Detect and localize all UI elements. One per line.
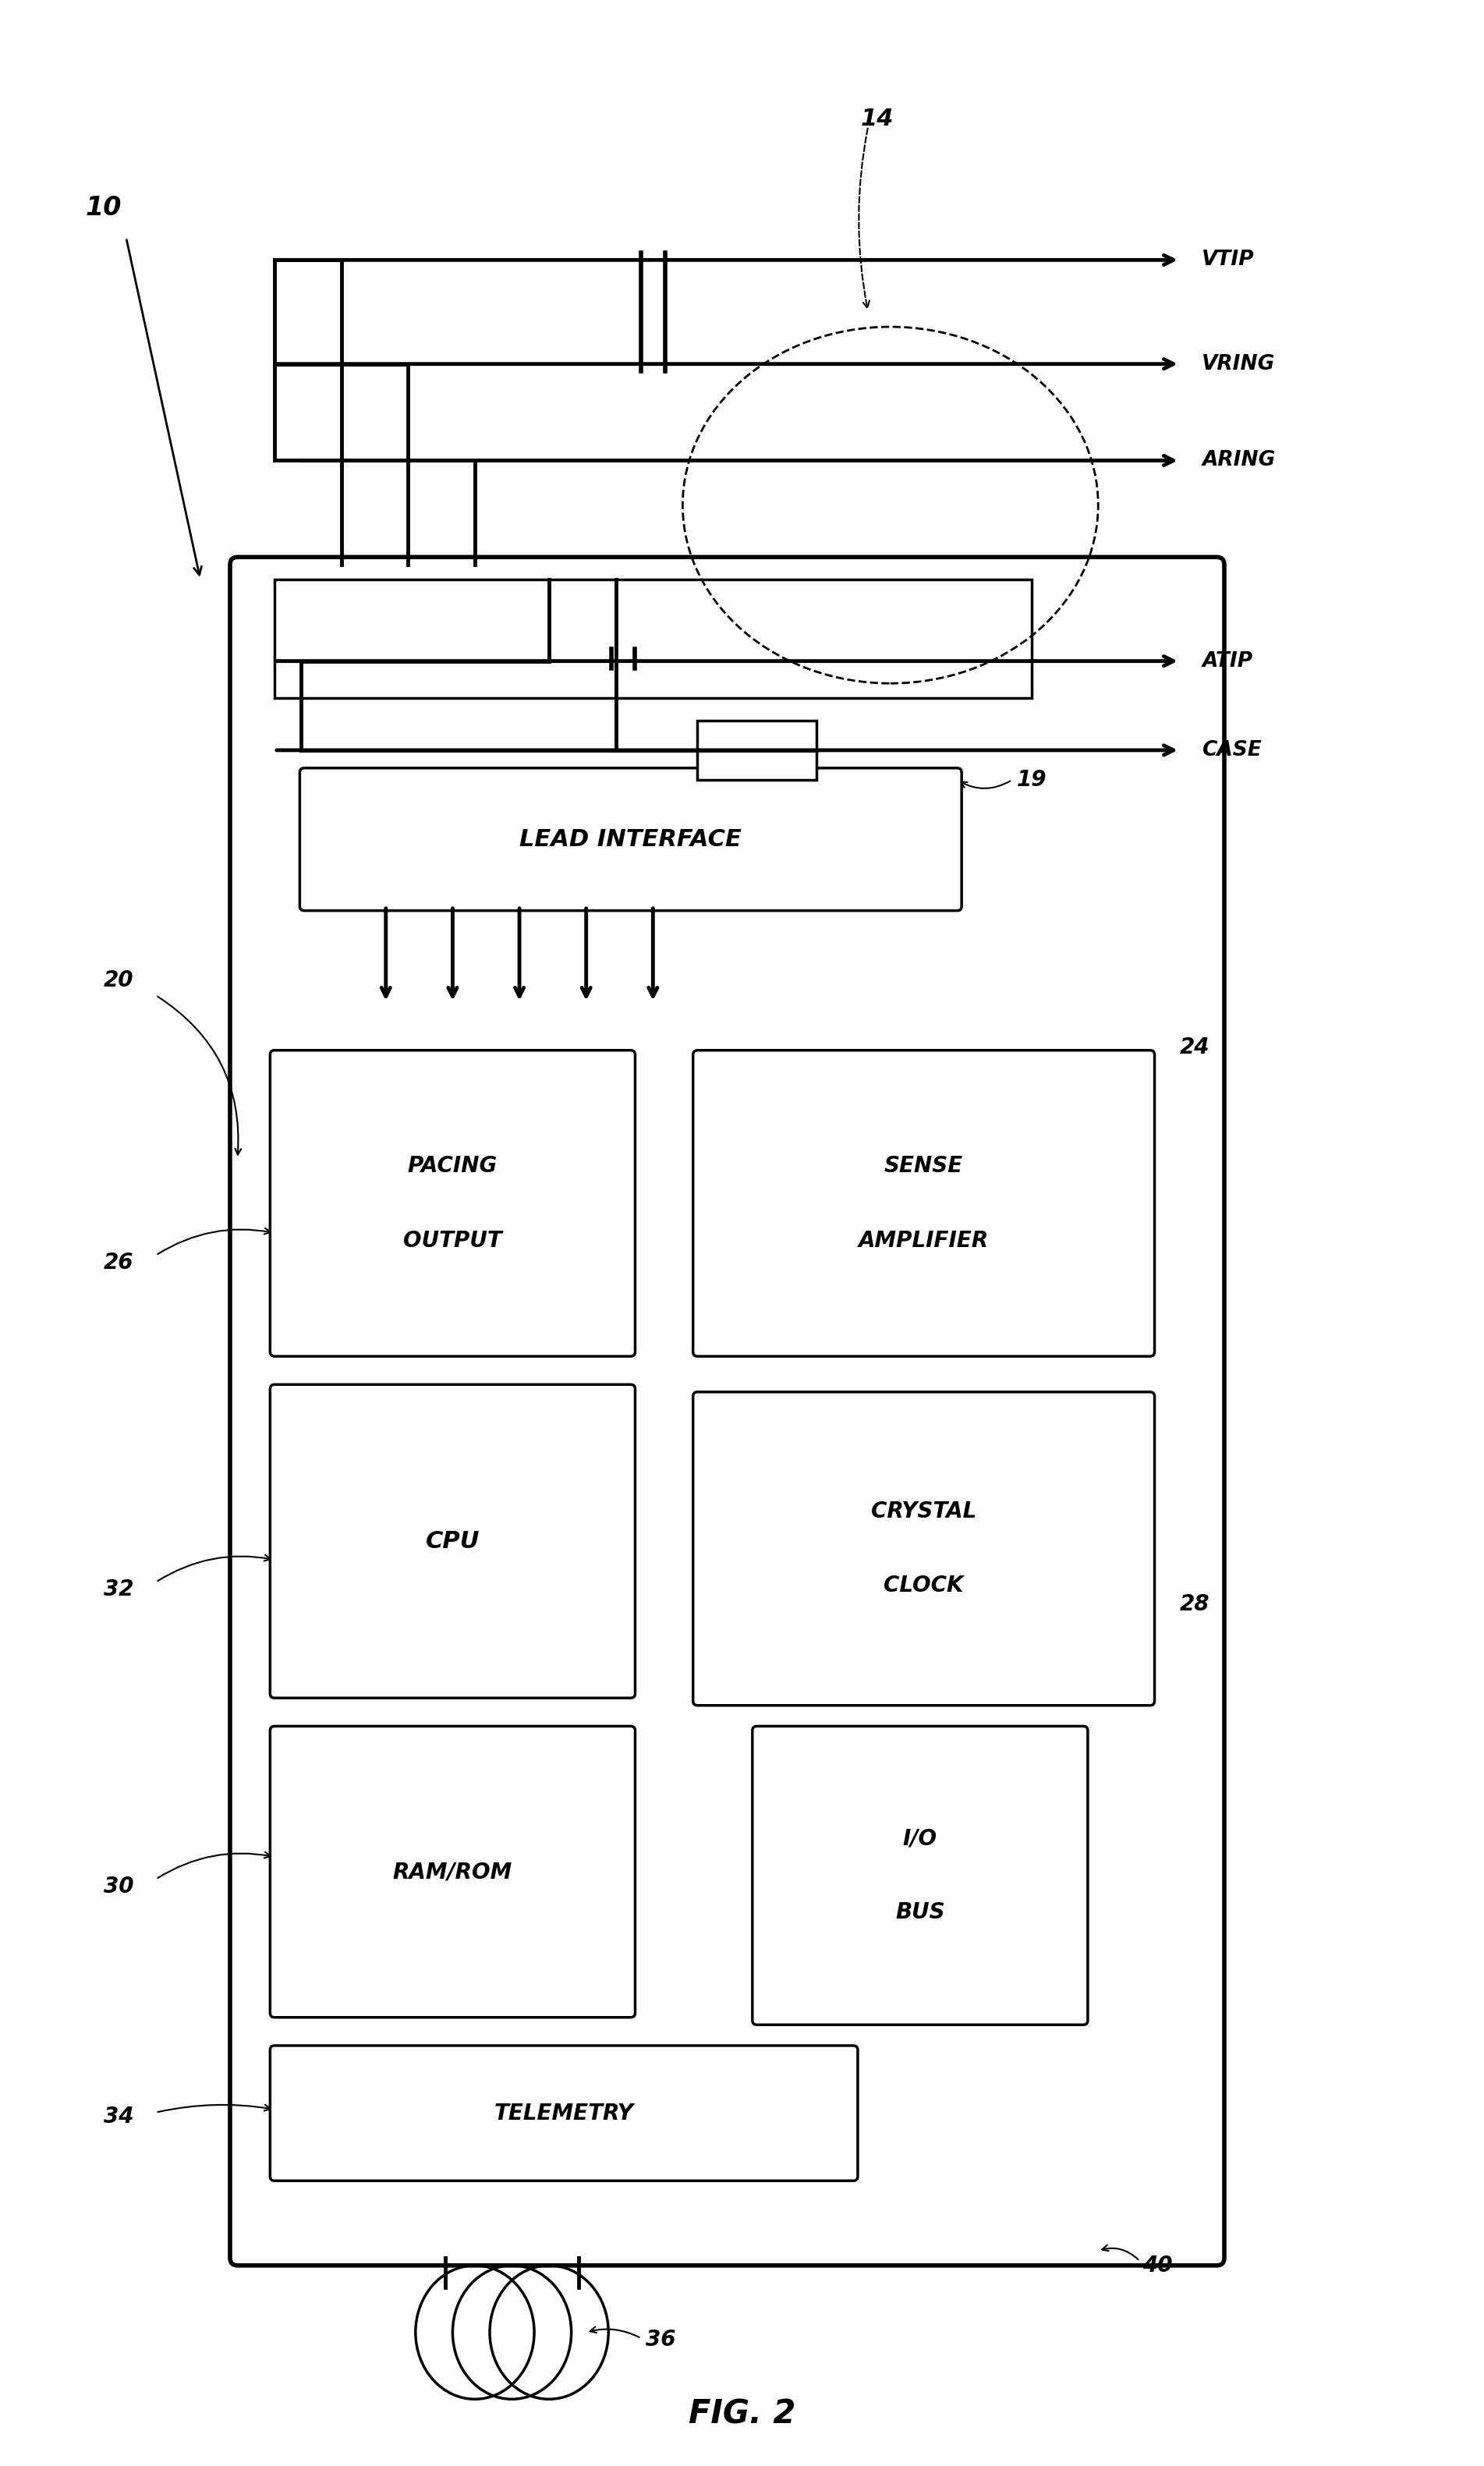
Text: VTIP: VTIP — [1202, 249, 1255, 271]
Bar — [275, 580, 1031, 698]
Text: 19: 19 — [1017, 769, 1046, 792]
Text: 30: 30 — [104, 1877, 134, 1896]
FancyBboxPatch shape — [693, 1051, 1155, 1356]
Text: OUTPUT: OUTPUT — [404, 1231, 502, 1250]
Text: 28: 28 — [1180, 1593, 1209, 1615]
Text: LEAD INTERFACE: LEAD INTERFACE — [519, 829, 742, 851]
Text: 20: 20 — [104, 969, 134, 991]
Text: CASE: CASE — [1202, 740, 1261, 760]
Text: 34: 34 — [104, 2106, 134, 2128]
FancyBboxPatch shape — [270, 1726, 635, 2017]
Text: 36: 36 — [646, 2328, 675, 2350]
Text: FIG. 2: FIG. 2 — [689, 2397, 795, 2431]
Text: RAM/ROM: RAM/ROM — [393, 1862, 512, 1882]
FancyBboxPatch shape — [693, 1391, 1155, 1706]
Text: PACING: PACING — [408, 1154, 497, 1176]
Text: CPU: CPU — [426, 1529, 479, 1554]
FancyBboxPatch shape — [300, 767, 962, 910]
Text: 32: 32 — [104, 1578, 134, 1600]
Text: 26: 26 — [104, 1253, 134, 1272]
Text: SENSE: SENSE — [884, 1154, 963, 1176]
Text: 10: 10 — [86, 195, 122, 222]
Text: AMPLIFIER: AMPLIFIER — [859, 1231, 988, 1250]
FancyBboxPatch shape — [270, 1051, 635, 1356]
FancyBboxPatch shape — [752, 1726, 1088, 2025]
Text: 40: 40 — [1143, 2254, 1172, 2276]
Text: ATIP: ATIP — [1202, 651, 1252, 671]
Text: TELEMETRY: TELEMETRY — [494, 2103, 634, 2123]
Text: CRYSTAL: CRYSTAL — [871, 1502, 976, 1522]
FancyBboxPatch shape — [230, 557, 1224, 2266]
Text: CLOCK: CLOCK — [884, 1576, 963, 1596]
Text: ARING: ARING — [1202, 451, 1276, 471]
Text: 14: 14 — [861, 109, 893, 131]
FancyBboxPatch shape — [270, 2047, 858, 2180]
Bar — [697, 720, 816, 779]
Text: 24: 24 — [1180, 1036, 1209, 1058]
Text: BUS: BUS — [895, 1901, 945, 1923]
Text: I/O: I/O — [902, 1827, 938, 1850]
FancyBboxPatch shape — [270, 1383, 635, 1699]
Text: VRING: VRING — [1202, 353, 1276, 375]
